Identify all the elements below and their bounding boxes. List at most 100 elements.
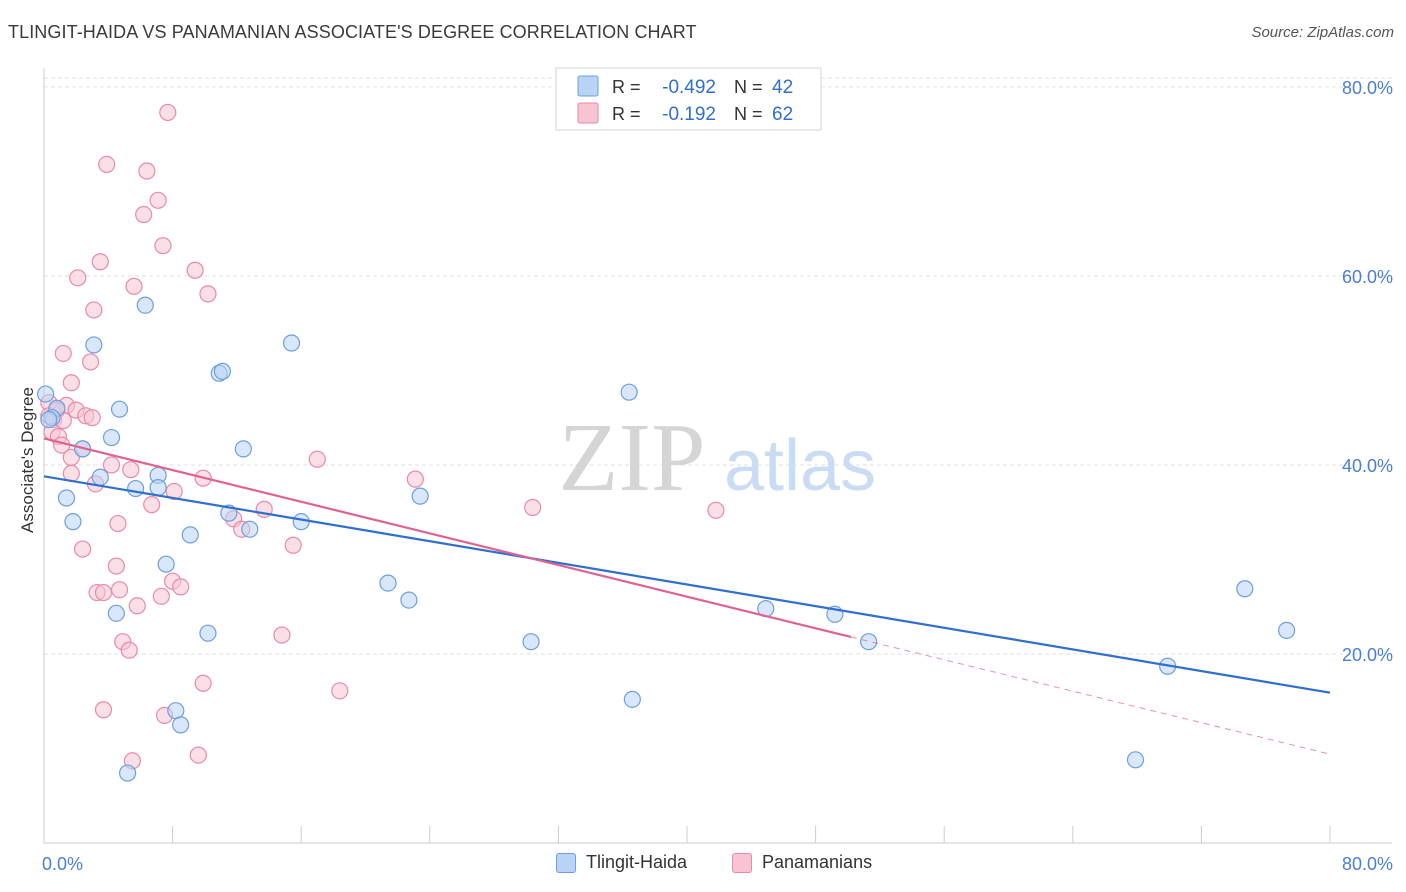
point-panamanian [135, 205, 153, 224]
point-panamanian [273, 626, 291, 644]
point-tlingit-haida [149, 479, 167, 497]
point-panamanian [85, 301, 103, 319]
legend-series: Tlingit-Haida Panamanians [0, 852, 1406, 878]
point-tlingit-haida [213, 362, 232, 380]
point-panamanian [149, 191, 167, 209]
chart-source: Source: ZipAtlas.com [1251, 24, 1394, 41]
trend-line-tlingit-haida [43, 475, 1331, 694]
point-panamanian [194, 674, 212, 692]
point-panamanian [110, 581, 129, 599]
point-tlingit-haida [199, 624, 217, 642]
point-tlingit-haida [110, 400, 129, 418]
point-tlingit-haida [241, 520, 259, 538]
point-panamanian [308, 450, 326, 468]
trend-lines [43, 437, 1331, 755]
point-tlingit-haida [623, 690, 641, 708]
point-panamanian [199, 285, 217, 303]
tick-labels: 20.0% 40.0% 60.0% 80.0% 0.0% 80.0% [42, 78, 1393, 874]
legend-r-value-tlingit: -0.492 [662, 77, 716, 98]
y-tick-label: 80.0% [1342, 78, 1393, 98]
point-panamanian [172, 578, 190, 596]
point-panamanian [143, 496, 161, 514]
point-tlingit-haida [118, 764, 137, 782]
point-tlingit-haida [102, 428, 121, 447]
point-panamanian [159, 103, 177, 122]
point-tlingit-haida [136, 296, 154, 314]
point-panamanian [94, 583, 113, 602]
point-panamanian [83, 409, 101, 427]
point-panamanian [189, 746, 207, 764]
point-tlingit-haida [37, 385, 55, 403]
y-tick-label: 60.0% [1342, 267, 1393, 287]
point-tlingit-haida [107, 604, 125, 622]
legend-swatch-tlingit-haida [556, 852, 576, 873]
point-panamanian [107, 557, 125, 575]
point-panamanian [154, 237, 172, 255]
point-panamanian [125, 277, 143, 295]
legend-n-value-tlingit: 42 [772, 77, 793, 98]
legend-swatch-panamanians [732, 852, 752, 873]
legend-swatch-panamanian [577, 102, 599, 124]
point-tlingit-haida [620, 383, 638, 401]
point-panamanian [138, 162, 156, 180]
point-tlingit-haida [522, 633, 540, 651]
point-tlingit-haida [85, 336, 103, 354]
point-panamanian [122, 461, 140, 479]
data-points [37, 103, 1296, 782]
point-panamanian [62, 374, 80, 392]
y-tick-label: 40.0% [1342, 456, 1393, 476]
chart-title: TLINGIT-HAIDA VS PANAMANIAN ASSOCIATE'S … [8, 22, 697, 42]
point-tlingit-haida [1236, 580, 1254, 598]
point-panamanian [165, 482, 183, 501]
legend-box [555, 67, 822, 131]
legend-item-panamanians: Panamanians [732, 852, 872, 873]
point-panamanian [128, 597, 146, 615]
point-panamanian [98, 155, 116, 174]
axes [43, 68, 1392, 844]
point-panamanian [524, 498, 542, 517]
point-tlingit-haida [1126, 751, 1145, 769]
point-panamanian [91, 253, 109, 271]
legend-label-panamanians: Panamanians [762, 852, 873, 872]
trend-extension-panamanian [850, 636, 1331, 755]
grid-lines [44, 77, 1392, 655]
point-tlingit-haida [282, 334, 301, 352]
point-tlingit-haida [1277, 621, 1296, 639]
point-tlingit-haida [860, 633, 878, 651]
point-tlingit-haida [379, 574, 397, 592]
point-panamanian [406, 470, 424, 488]
legend-r-value-panamanian: -0.192 [662, 104, 716, 125]
legend-n-label-panamanian: N = [734, 104, 763, 124]
point-tlingit-haida [64, 513, 82, 531]
point-panamanian [94, 701, 113, 719]
point-panamanian [331, 682, 349, 700]
legend-n-value-panamanian: 62 [772, 104, 793, 125]
point-panamanian [707, 501, 725, 519]
point-tlingit-haida [91, 468, 109, 486]
legend-label-tlingit-haida: Tlingit-Haida [586, 852, 688, 872]
point-panamanian [69, 269, 87, 287]
trend-line-panamanian [43, 437, 852, 639]
point-panamanian [109, 514, 127, 533]
legend-stats: R = -0.492 N = 42 R = -0.192 N = 62 [555, 67, 822, 131]
point-tlingit-haida [292, 513, 310, 531]
point-tlingit-haida [157, 555, 175, 573]
point-panamanian [73, 540, 92, 558]
watermark-atlas: atlas [724, 426, 876, 506]
point-panamanian [186, 261, 204, 279]
point-tlingit-haida [181, 526, 199, 544]
point-tlingit-haida [40, 410, 58, 429]
point-tlingit-haida [172, 716, 190, 734]
x-tick-label: 0.0% [42, 854, 83, 874]
legend-r-label-tlingit: R = [612, 77, 641, 97]
point-tlingit-haida [127, 479, 145, 498]
point-tlingit-haida [57, 489, 76, 507]
point-tlingit-haida [234, 440, 252, 458]
point-tlingit-haida [411, 487, 429, 505]
legend-item-tlingit-haida: Tlingit-Haida [556, 852, 687, 873]
point-tlingit-haida [400, 591, 418, 609]
watermark: ZIP atlas [559, 404, 877, 512]
point-panamanian [82, 353, 100, 371]
point-panamanian [54, 344, 72, 363]
